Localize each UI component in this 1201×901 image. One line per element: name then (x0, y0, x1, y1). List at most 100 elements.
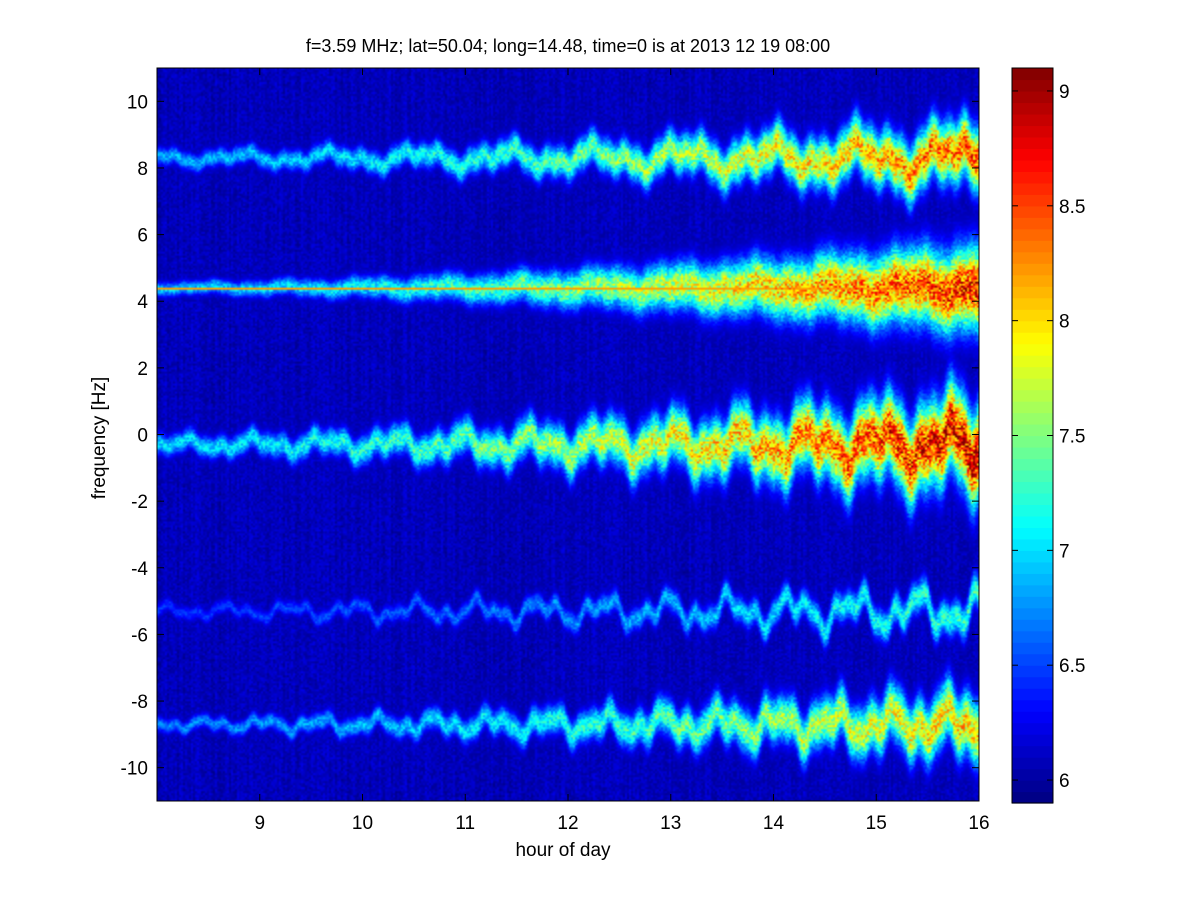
x-axis-label: hour of day (515, 840, 611, 861)
colorbar-stripe (1012, 102, 1053, 115)
y-tick-label: -2 (131, 492, 148, 513)
colorbar-ticks: 6 6.5 7 7.5 8 8.5 9 (1012, 82, 1085, 792)
x-tick-label: 16 (968, 813, 989, 834)
colorbar-stripe (1012, 68, 1053, 81)
colorbar-stripe (1012, 469, 1053, 483)
colorbar-stripe (1012, 734, 1053, 747)
colorbar-stripe (1012, 125, 1053, 138)
x-tick-label: 11 (455, 813, 475, 834)
x-tick-label: 12 (557, 813, 578, 834)
x-tick-label: 10 (352, 813, 373, 834)
heatmap-image (157, 68, 979, 801)
colorbar-stripe (1012, 332, 1053, 345)
colorbar-stripe (1012, 745, 1053, 758)
colorbar-stripe (1012, 550, 1053, 563)
colorbar-tick-label: 6.5 (1059, 656, 1085, 677)
colorbar-stripe (1012, 757, 1053, 770)
colorbar-stripe (1012, 492, 1053, 506)
x-tick-label: 13 (660, 813, 681, 834)
colorbar-stripe (1012, 527, 1053, 540)
y-tick-label: 2 (137, 359, 148, 380)
colorbar-stripe (1012, 159, 1053, 172)
colorbar-stripe (1012, 458, 1053, 471)
colorbar-stripe (1012, 194, 1053, 207)
colorbar-stripe (1012, 665, 1053, 678)
colorbar-stripe (1012, 274, 1053, 287)
colorbar-stripe (1012, 619, 1053, 632)
colorbar-stripe (1012, 286, 1053, 299)
colorbar-stripe (1012, 435, 1053, 448)
y-tick-label: 4 (137, 292, 148, 313)
y-tick-label: 0 (137, 426, 148, 447)
colorbar-stripe (1012, 561, 1053, 574)
colorbar-stripe (1012, 780, 1053, 793)
colorbar-stripe (1012, 424, 1053, 437)
colorbar-stripe (1012, 79, 1053, 92)
colorbar-stripe (1012, 676, 1053, 689)
colorbar-stripe (1012, 320, 1053, 333)
colorbar-stripe (1012, 136, 1053, 149)
colorbar-stripe (1012, 515, 1053, 528)
chart-title: f=3.59 MHz; lat=50.04; long=14.48, time=… (306, 36, 830, 56)
y-tick-label: 8 (137, 159, 148, 180)
colorbar-stripe (1012, 584, 1053, 597)
colorbar-stripe (1012, 182, 1053, 195)
colorbar-stripe (1012, 378, 1053, 391)
colorbar-stripe (1012, 596, 1053, 609)
y-tick-label: -4 (131, 559, 148, 580)
colorbar-stripe (1012, 630, 1053, 643)
colorbar-tick-label: 8 (1059, 312, 1070, 333)
colorbar-stripe (1012, 607, 1053, 620)
colorbar-stripe (1012, 699, 1053, 712)
colorbar-stripe (1012, 768, 1053, 781)
y-tick-label: -8 (131, 692, 148, 713)
colorbar-stripe (1012, 722, 1053, 735)
colorbar-stripe (1012, 263, 1053, 276)
y-axis-label: frequency [Hz] (89, 377, 110, 500)
colorbar-tick-label: 9 (1059, 82, 1070, 103)
colorbar-stripe (1012, 653, 1053, 666)
colorbar-stripe (1012, 538, 1053, 551)
colorbar-stripe (1012, 355, 1053, 368)
colorbar-stripe (1012, 228, 1053, 241)
colorbar-stripe (1012, 171, 1053, 184)
colorbar-stripe (1012, 642, 1053, 655)
colorbar-stripe (1012, 504, 1053, 517)
x-tick-label: 9 (254, 813, 265, 834)
colorbar-stripe (1012, 688, 1053, 701)
colorbar-stripe (1012, 481, 1053, 494)
colorbar-stripe (1012, 113, 1053, 127)
y-tick-label: 6 (137, 226, 148, 247)
y-tick-label: -6 (131, 625, 148, 646)
colorbar-stripe (1012, 217, 1053, 230)
y-tick-label: 10 (127, 92, 148, 113)
x-tick-label: 14 (763, 813, 785, 834)
colorbar-tick-label: 8.5 (1059, 197, 1085, 218)
colorbar-stripe (1012, 446, 1053, 460)
colorbar-stripe (1012, 251, 1053, 264)
colorbar-stripe (1012, 401, 1053, 414)
colorbar-stripe (1012, 573, 1053, 586)
plot-area (156, 67, 980, 802)
colorbar-stripe (1012, 90, 1053, 104)
colorbar: 6 6.5 7 7.5 8 8.5 9 (1011, 67, 1085, 804)
x-axis: 9 10 11 12 13 14 15 16 (254, 68, 990, 834)
colorbar-stripe (1012, 297, 1053, 310)
colorbar-stripe (1012, 412, 1053, 425)
colorbar-stripe (1012, 309, 1053, 322)
colorbar-stripe (1012, 366, 1053, 379)
colorbar-stripe (1012, 240, 1053, 253)
colorbar-stripe (1012, 343, 1053, 356)
colorbar-tick-label: 7 (1059, 541, 1070, 562)
y-tick-label: -10 (121, 759, 148, 780)
colorbar-gradient (1012, 68, 1053, 804)
colorbar-stripe (1012, 711, 1053, 724)
y-axis: -10 -8 -6 -4 -2 0 2 4 6 8 10 (121, 92, 979, 780)
colorbar-stripe (1012, 148, 1053, 161)
colorbar-tick-label: 6 (1059, 771, 1070, 792)
x-tick-label: 15 (866, 813, 887, 834)
colorbar-stripe (1012, 205, 1053, 218)
colorbar-tick-label: 7.5 (1059, 427, 1085, 448)
colorbar-stripe (1012, 389, 1053, 402)
